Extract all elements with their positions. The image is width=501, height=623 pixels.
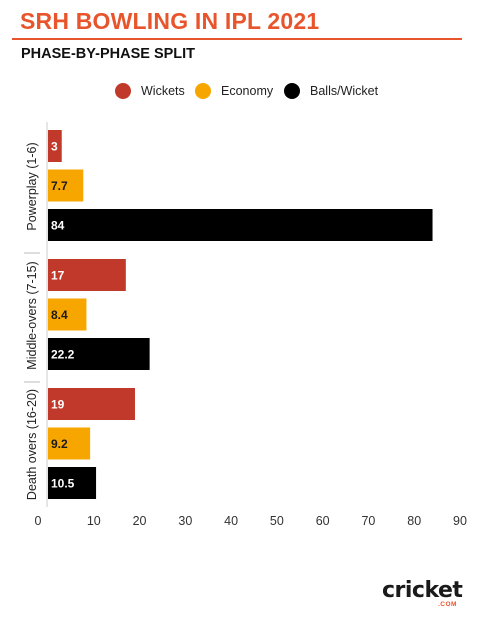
- x-tick-label: 40: [224, 514, 238, 528]
- category-label: Middle-overs (7-15): [25, 261, 39, 369]
- x-tick-label: 70: [361, 514, 375, 528]
- data-label: 22.2: [51, 348, 75, 362]
- x-tick-label: 80: [407, 514, 421, 528]
- data-label: 19: [51, 398, 65, 412]
- x-tick-label: 20: [133, 514, 147, 528]
- data-label: 8.4: [51, 308, 68, 322]
- title-underline: [12, 38, 462, 40]
- logo-sub: .COM: [438, 601, 457, 608]
- legend-swatch-balls-per-wicket: [284, 83, 300, 99]
- chart-title: SRH BOWLING IN IPL 2021: [20, 8, 320, 34]
- x-tick-label: 30: [178, 514, 192, 528]
- x-tick-label: 90: [453, 514, 467, 528]
- data-label: 84: [51, 219, 65, 233]
- legend: Wickets Economy Balls/Wicket: [0, 83, 501, 103]
- data-label: 10.5: [51, 477, 75, 491]
- bar-balls-wicket: [48, 338, 150, 370]
- bar-wickets: [48, 388, 135, 420]
- bar-wickets: [48, 130, 62, 162]
- x-tick-label: 50: [270, 514, 284, 528]
- chart-subtitle: PHASE-BY-PHASE SPLIT: [21, 46, 196, 62]
- category-label: Powerplay (1-6): [25, 142, 39, 230]
- logo-text: cricket: [382, 578, 463, 603]
- bar-economy: [48, 169, 84, 202]
- legend-swatch-wickets: [115, 83, 131, 99]
- legend-label-wickets: Wickets: [141, 84, 185, 98]
- x-tick-label: 10: [87, 514, 101, 528]
- legend-item-economy: Economy: [195, 83, 273, 99]
- legend-item-wickets: Wickets: [115, 83, 185, 99]
- data-label: 17: [51, 269, 65, 283]
- cricket-com-logo: cricket .COM: [382, 578, 470, 608]
- data-label: 7.7: [51, 179, 68, 193]
- bar-balls-wicket: [48, 467, 97, 499]
- bar-economy: [48, 298, 87, 331]
- legend-item-balls-per-wicket: Balls/Wicket: [284, 83, 378, 99]
- x-tick-label: 0: [35, 514, 42, 528]
- legend-label-balls-per-wicket: Balls/Wicket: [310, 84, 379, 98]
- legend-swatch-economy: [195, 83, 211, 99]
- data-label: 3: [51, 140, 58, 154]
- bar-chart: Powerplay (1-6) Middle-overs (7-15) Death …: [24, 122, 467, 528]
- category-label: Death overs (16-20): [25, 389, 39, 500]
- data-label: 9.2: [51, 437, 68, 451]
- legend-label-economy: Economy: [221, 84, 274, 98]
- x-tick-label: 60: [316, 514, 330, 528]
- bar-wickets: [48, 259, 126, 291]
- bar-balls-wicket: [48, 209, 433, 241]
- bar-economy: [48, 427, 91, 460]
